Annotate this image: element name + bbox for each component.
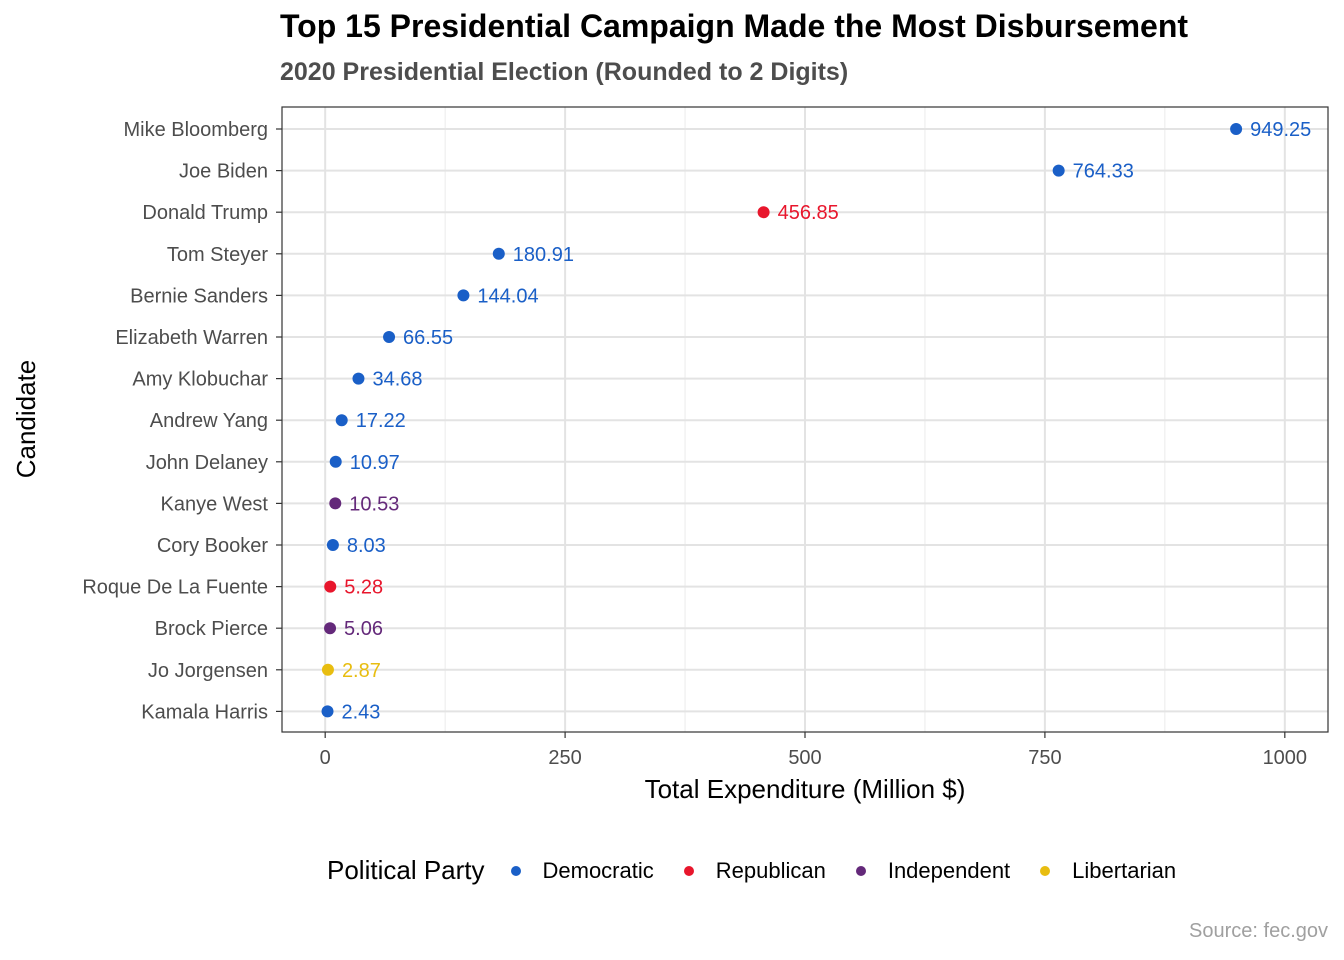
data-point <box>326 539 339 551</box>
x-tick-label: 1000 <box>1263 747 1308 769</box>
data-label: 34.68 <box>372 369 422 391</box>
data-label: 144.04 <box>477 285 538 307</box>
data-label: 949.25 <box>1250 119 1311 141</box>
y-tick-label: Joe Biden <box>179 161 268 183</box>
y-tick-label: Brock Pierce <box>155 618 268 640</box>
x-tick-label: 250 <box>548 747 581 769</box>
data-point <box>1230 123 1243 135</box>
chart-subtitle: 2020 Presidential Election (Rounded to 2… <box>280 58 849 86</box>
y-tick-label: John Delaney <box>146 452 268 474</box>
data-point <box>321 705 334 718</box>
data-point <box>324 622 337 635</box>
data-label: 764.33 <box>1073 161 1134 183</box>
legend-item-republican: Republican <box>678 858 826 884</box>
data-label: 10.97 <box>350 452 400 474</box>
data-points <box>321 123 1243 718</box>
legend-label-independent: Independent <box>887 857 1011 883</box>
x-tick-label: 750 <box>1028 747 1061 769</box>
y-tick-label: Cory Booker <box>157 535 268 557</box>
legend-dot-republican <box>683 865 694 876</box>
y-tick-label: Kamala Harris <box>141 701 268 723</box>
legend-dot-democratic <box>510 865 521 876</box>
data-label: 17.22 <box>356 410 406 432</box>
legend-label-republican: Republican <box>715 857 826 883</box>
data-label: 2.87 <box>342 660 381 682</box>
data-point <box>383 331 396 343</box>
data-label: 456.85 <box>778 202 839 224</box>
legend-label-democratic: Democratic <box>542 857 654 883</box>
data-labels: 949.25 764.33 456.85 180.91 144.04 66.55 34.68… <box>342 119 1312 723</box>
x-tick-label: 500 <box>788 747 821 769</box>
y-tick-label: Roque De La Fuente <box>82 577 268 599</box>
y-tick-label: Amy Klobuchar <box>132 369 268 391</box>
y-tick-label: Kanye West <box>161 493 269 515</box>
legend-item-independent: Independent <box>850 858 1010 884</box>
legend-title: Political Party <box>327 855 485 885</box>
data-point <box>757 206 770 219</box>
y-tick-label: Donald Trump <box>142 202 268 224</box>
data-label: 66.55 <box>403 327 453 349</box>
data-point <box>492 247 505 260</box>
legend: Political Party Democratic Republican In… <box>327 855 1200 886</box>
data-point <box>321 663 334 676</box>
data-label: 5.28 <box>344 577 383 599</box>
y-axis: Mike Bloomberg Joe Biden Donald Trump Tom S… <box>82 119 282 723</box>
data-point <box>352 372 365 385</box>
source-caption: Source: fec.gov <box>1189 920 1328 942</box>
major-gridlines <box>282 107 1328 732</box>
x-axis: 0 250 500 750 1000 <box>320 732 1307 769</box>
legend-dot-independent <box>855 865 866 876</box>
data-label: 180.91 <box>513 244 574 266</box>
y-axis-title: Candidate <box>11 360 41 479</box>
data-point <box>329 497 342 510</box>
data-label: 2.43 <box>342 701 381 723</box>
legend-item-libertarian: Libertarian <box>1034 858 1176 884</box>
data-point <box>324 580 337 593</box>
data-label: 8.03 <box>347 535 386 557</box>
data-point <box>329 455 342 468</box>
chart-title: Top 15 Presidential Campaign Made the Mo… <box>280 8 1189 44</box>
y-tick-label: Jo Jorgensen <box>148 660 268 682</box>
legend-dot-libertarian <box>1040 865 1051 876</box>
data-label: 10.53 <box>349 493 399 515</box>
data-point <box>457 289 470 302</box>
legend-item-democratic: Democratic <box>505 858 654 884</box>
y-tick-label: Tom Steyer <box>167 244 268 266</box>
legend-label-libertarian: Libertarian <box>1072 857 1177 883</box>
y-tick-label: Bernie Sanders <box>130 285 268 307</box>
data-point <box>1052 164 1065 177</box>
y-tick-label: Mike Bloomberg <box>123 119 268 141</box>
x-tick-label: 0 <box>320 747 331 769</box>
y-tick-label: Elizabeth Warren <box>115 327 268 349</box>
data-point <box>335 414 348 427</box>
data-label: 5.06 <box>344 618 383 640</box>
x-axis-title: Total Expenditure (Million $) <box>645 774 966 804</box>
y-tick-label: Andrew Yang <box>150 410 268 432</box>
